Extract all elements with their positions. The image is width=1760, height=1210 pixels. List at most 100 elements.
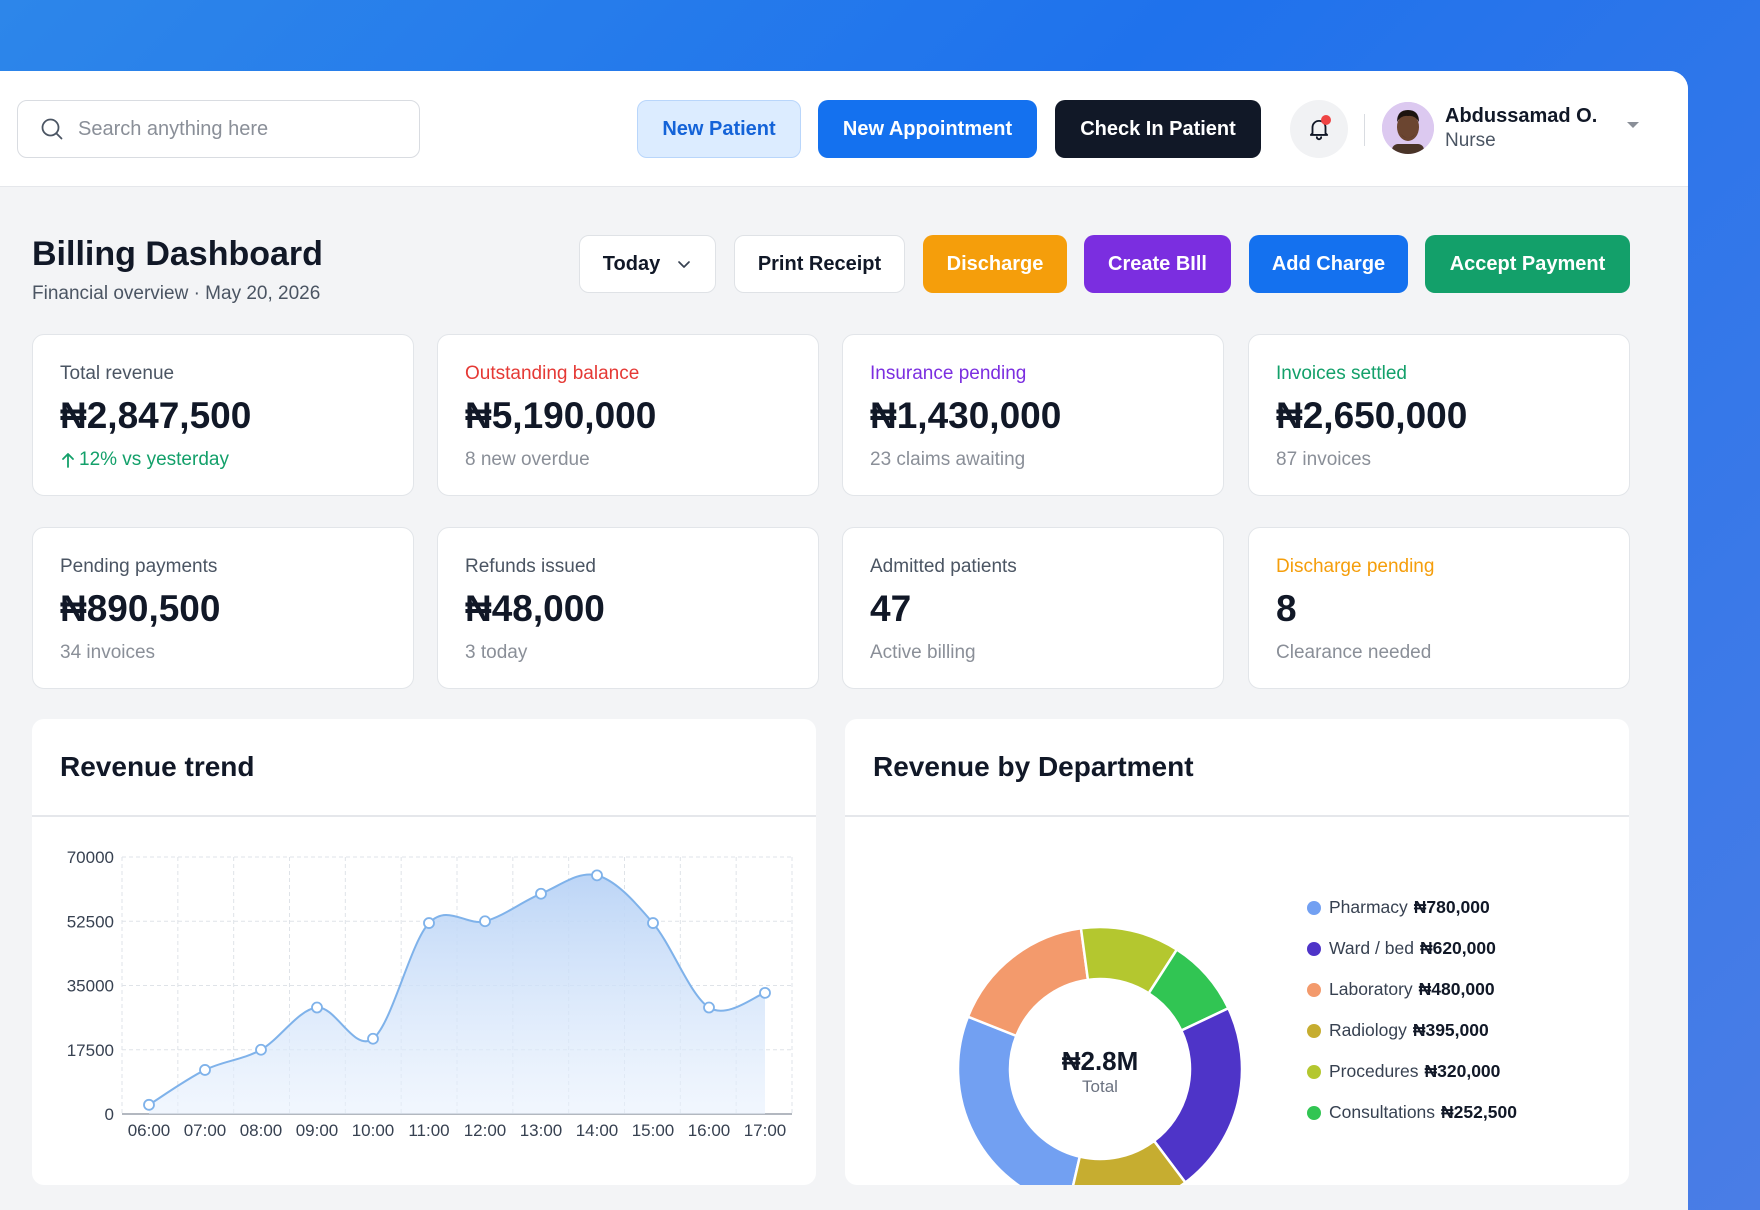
stat-label: Pending payments	[60, 556, 218, 577]
chart-title: Revenue by Department	[873, 751, 1194, 782]
stat-label: Discharge pending	[1276, 556, 1435, 577]
legend-value: ₦780,000	[1413, 897, 1490, 917]
stat-card-invoices-settled: Invoices settled ₦2,650,000 87 invoices	[1248, 334, 1630, 496]
search-input[interactable]: Search anything here	[17, 100, 420, 158]
x-tick-label: 12:00	[464, 1121, 507, 1140]
legend-value: ₦480,000	[1418, 979, 1495, 999]
revenue-trend-chart: 0 17500 35000 52500 70000 06:00 07:00 08:00 09:0…	[67, 848, 793, 1140]
stat-sub: Active billing	[870, 642, 976, 663]
accept-payment-button[interactable]: Accept Payment	[1425, 235, 1630, 293]
legend-swatch	[1307, 1023, 1321, 1038]
donut-slice-pharmacy[interactable]	[956, 1015, 1082, 1185]
legend-swatch	[1307, 1064, 1321, 1079]
chevron-down-icon	[678, 261, 691, 268]
stat-sub: 87 invoices	[1276, 449, 1372, 470]
legend-item: Pharmacy ₦780,000	[1307, 887, 1517, 928]
data-point[interactable]	[759, 986, 771, 999]
stat-card-discharge-pending: Discharge pending 8 Clearance needed	[1248, 527, 1630, 689]
new-appointment-button[interactable]: New Appointment	[818, 100, 1037, 158]
card-divider	[32, 815, 816, 817]
print-receipt-button[interactable]: Print Receipt	[734, 235, 905, 293]
new-patient-button[interactable]: New Patient	[637, 100, 801, 158]
stat-trend: 12% vs yesterday	[60, 449, 229, 471]
divider	[1364, 114, 1365, 146]
x-tick-label: 07:00	[184, 1121, 227, 1140]
stat-label: Outstanding balance	[465, 363, 640, 384]
caret-down-icon[interactable]	[1625, 119, 1641, 131]
card-divider	[845, 815, 1629, 817]
stat-value: 8	[1276, 588, 1297, 629]
add-charge-button[interactable]: Add Charge	[1249, 235, 1408, 293]
data-point[interactable]	[535, 887, 547, 900]
legend-label: Procedures	[1329, 1061, 1419, 1081]
donut-slice-laboratory[interactable]	[966, 926, 1090, 1038]
x-tick-label: 11:00	[408, 1121, 449, 1140]
stat-card-refunds-issued: Refunds issued ₦48,000 3 today	[437, 527, 819, 689]
data-point[interactable]	[479, 915, 491, 928]
main-panel: Search anything here New Patient New App…	[0, 71, 1688, 1210]
legend-label: Radiology	[1329, 1020, 1407, 1040]
data-point[interactable]	[367, 1032, 379, 1045]
data-point[interactable]	[703, 1001, 715, 1014]
arrow-up-icon	[62, 453, 74, 468]
legend-item: Ward / bed ₦620,000	[1307, 928, 1517, 969]
donut-slice-ward-bed[interactable]	[1152, 1006, 1244, 1185]
x-tick-label: 10:00	[352, 1121, 395, 1140]
period-select[interactable]: Today	[579, 235, 716, 293]
stat-label: Total revenue	[60, 363, 175, 384]
x-tick-label: 14:00	[576, 1121, 619, 1140]
data-point[interactable]	[199, 1064, 211, 1076]
x-tick-label: 17:00	[744, 1121, 787, 1140]
user-name: Abdussamad O.	[1445, 105, 1598, 127]
discharge-button[interactable]: Discharge	[923, 235, 1067, 293]
donut-slice-radiology[interactable]	[1068, 1139, 1188, 1185]
x-tick-label: 16:00	[688, 1121, 731, 1140]
x-tick-label: 08:00	[240, 1121, 283, 1140]
legend-item: Procedures ₦320,000	[1307, 1051, 1517, 1092]
chart-legend: Pharmacy ₦780,000 Ward / bed ₦620,000 Labora…	[1307, 887, 1517, 1133]
y-tick-label: 52500	[67, 912, 114, 931]
user-avatar-image	[1382, 102, 1434, 154]
search-icon	[41, 118, 63, 140]
check-in-patient-button[interactable]: Check In Patient	[1055, 100, 1261, 158]
stat-sub: 34 invoices	[60, 642, 156, 663]
stat-value: 47	[870, 588, 912, 629]
notifications-button[interactable]	[1290, 100, 1348, 158]
stat-value: ₦48,000	[465, 588, 605, 629]
data-point[interactable]	[591, 869, 603, 882]
data-point[interactable]	[143, 1098, 155, 1111]
legend-value: ₦620,000	[1419, 938, 1496, 958]
avatar[interactable]	[1382, 102, 1434, 154]
legend-item: Laboratory ₦480,000	[1307, 969, 1517, 1010]
legend-swatch	[1307, 1105, 1321, 1120]
page-title: Billing Dashboard	[32, 235, 323, 273]
stat-label: Invoices settled	[1276, 363, 1407, 384]
data-point[interactable]	[311, 1001, 323, 1014]
data-point[interactable]	[423, 917, 435, 929]
legend-item: Radiology ₦395,000	[1307, 1010, 1517, 1051]
period-select-value: Today	[602, 252, 661, 275]
stat-card-outstanding-balance: Outstanding balance ₦5,190,000 8 new ove…	[437, 334, 819, 496]
legend-label: Pharmacy	[1329, 897, 1408, 917]
x-tick-label: 13:00	[520, 1121, 563, 1140]
stat-card-insurance-pending: Insurance pending ₦1,430,000 23 claims a…	[842, 334, 1224, 496]
stat-value: ₦2,847,500	[60, 395, 252, 436]
stat-card-pending-payments: Pending payments ₦890,500 34 invoices	[32, 527, 414, 689]
donut-total-value: ₦2.8M	[1062, 1046, 1139, 1076]
data-point[interactable]	[255, 1043, 267, 1056]
search-placeholder: Search anything here	[78, 117, 269, 140]
legend-label: Laboratory	[1329, 979, 1413, 999]
data-point[interactable]	[647, 917, 659, 929]
x-tick-label: 15:00	[632, 1121, 675, 1140]
revenue-by-department-chart: ₦2.8M Total	[956, 925, 1244, 1185]
legend-value: ₦320,000	[1424, 1061, 1501, 1081]
stat-sub: 3 today	[465, 642, 528, 663]
donut-total-label: Total	[1082, 1077, 1118, 1096]
y-tick-label: 35000	[67, 977, 114, 996]
legend-value: ₦395,000	[1412, 1020, 1489, 1040]
stat-card-total-revenue: Total revenue ₦2,847,500 12% vs yesterda…	[32, 334, 414, 496]
stat-card-admitted-patients: Admitted patients 47 Active billing	[842, 527, 1224, 689]
user-role: Nurse	[1445, 130, 1496, 151]
create-bill-button[interactable]: Create BIll	[1084, 235, 1231, 293]
notification-dot	[1321, 115, 1331, 125]
